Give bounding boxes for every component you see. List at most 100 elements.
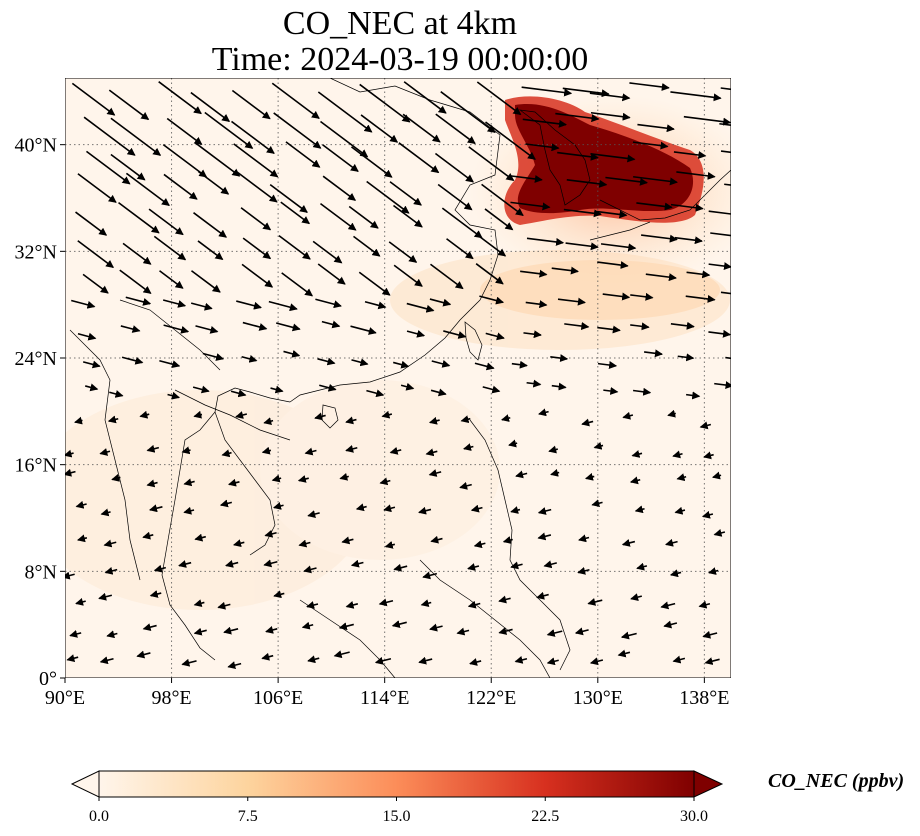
wind-arrow bbox=[83, 116, 136, 156]
wind-arrow bbox=[605, 176, 648, 186]
wind-arrow bbox=[422, 571, 438, 580]
wind-arrow bbox=[241, 263, 274, 288]
wind-arrow bbox=[315, 298, 342, 309]
wind-arrow bbox=[392, 360, 410, 369]
wind-arrow bbox=[366, 389, 385, 398]
wind-arrow bbox=[550, 468, 560, 477]
wind-arrow bbox=[153, 235, 187, 261]
wind-arrow bbox=[236, 300, 262, 310]
wind-arrow bbox=[119, 269, 152, 294]
wind-arrow bbox=[219, 499, 233, 508]
wind-arrow bbox=[636, 202, 673, 211]
wind-arrow bbox=[597, 325, 621, 334]
wind-arrow bbox=[314, 412, 326, 421]
wind-arrow bbox=[521, 86, 573, 97]
wind-arrow bbox=[634, 505, 645, 514]
wind-arrow bbox=[584, 472, 595, 481]
wind-arrow bbox=[271, 474, 282, 483]
y-tick-label: 40°N bbox=[15, 135, 57, 157]
wind-arrow bbox=[77, 534, 88, 543]
wind-arrow bbox=[269, 183, 308, 213]
wind-arrow bbox=[389, 181, 422, 206]
wind-arrow bbox=[110, 117, 162, 156]
wind-arrow bbox=[398, 142, 440, 174]
wind-arrow bbox=[440, 91, 496, 133]
colorbar-tick-label: 0.0 bbox=[89, 808, 109, 825]
wind-arrow bbox=[467, 563, 480, 571]
wind-arrow bbox=[703, 451, 714, 460]
wind-arrow bbox=[617, 649, 631, 658]
wind-arrow bbox=[510, 506, 521, 514]
wind-arrow bbox=[428, 469, 442, 477]
wind-arrow bbox=[194, 142, 241, 177]
wind-arrow bbox=[228, 478, 240, 487]
wind-arrow bbox=[142, 623, 157, 632]
wind-arrow bbox=[273, 112, 322, 149]
wind-arrow bbox=[341, 536, 354, 545]
wind-arrow bbox=[159, 359, 181, 369]
wind-arrow bbox=[304, 447, 317, 456]
wind-arrow bbox=[475, 263, 504, 285]
x-tick-label: 130°E bbox=[573, 687, 623, 709]
wind-arrow bbox=[163, 173, 198, 200]
wind-arrow bbox=[537, 507, 552, 515]
wind-arrow bbox=[71, 299, 96, 309]
wind-arrow bbox=[620, 631, 637, 640]
wind-arrow bbox=[473, 540, 486, 549]
wind-arrow bbox=[484, 208, 514, 231]
wind-arrow bbox=[99, 448, 111, 456]
wind-arrow bbox=[686, 270, 711, 279]
wind-arrow bbox=[603, 387, 619, 395]
wind-arrow bbox=[82, 360, 101, 369]
wind-arrow bbox=[636, 562, 648, 571]
wind-arrow bbox=[121, 356, 144, 365]
wind-arrow bbox=[106, 630, 118, 639]
wind-arrow bbox=[162, 299, 187, 308]
wind-arrow bbox=[319, 383, 337, 392]
wind-arrow bbox=[602, 292, 631, 301]
wind-arrow bbox=[538, 408, 549, 417]
wind-arrow bbox=[429, 623, 443, 632]
wind-arrow bbox=[677, 353, 695, 362]
wind-arrow bbox=[283, 349, 301, 358]
wind-arrow bbox=[637, 123, 675, 133]
wind-arrow bbox=[74, 416, 83, 425]
wind-arrow bbox=[645, 273, 677, 282]
wind-arrow bbox=[285, 141, 321, 168]
wind-arrow bbox=[65, 468, 76, 477]
wind-arrow bbox=[193, 410, 203, 419]
wind-arrow bbox=[720, 150, 731, 154]
wind-arrow bbox=[698, 600, 711, 609]
wind-arrow bbox=[720, 87, 731, 91]
wind-arrow bbox=[673, 151, 707, 159]
wind-arrow bbox=[136, 650, 151, 659]
wind-arrow bbox=[66, 654, 79, 663]
wind-arrow bbox=[268, 300, 298, 312]
wind-arrow bbox=[707, 567, 719, 575]
wind-arrow bbox=[676, 473, 687, 482]
wind-arrow bbox=[437, 183, 473, 211]
wind-arrow bbox=[526, 237, 565, 246]
wind-arrow bbox=[546, 629, 563, 637]
wind-arrow bbox=[190, 91, 231, 122]
wind-arrow bbox=[670, 91, 722, 102]
map-plot-area bbox=[65, 78, 731, 678]
wind-arrow bbox=[191, 270, 221, 293]
wind-arrow bbox=[720, 291, 731, 295]
wind-arrow bbox=[557, 151, 599, 161]
wind-arrow bbox=[686, 391, 701, 400]
wind-arrow bbox=[469, 658, 482, 666]
y-tick-label: 32°N bbox=[15, 241, 57, 263]
wind-arrow bbox=[724, 183, 731, 186]
wind-arrow bbox=[525, 143, 560, 152]
wind-arrow bbox=[84, 383, 99, 392]
wind-arrow bbox=[75, 500, 87, 509]
map-subtitle-time: Time: 2024-03-19 00:00:00 bbox=[211, 41, 589, 78]
wind-arrow bbox=[99, 656, 114, 665]
wind-arrow bbox=[665, 538, 678, 547]
wind-arrow bbox=[242, 237, 272, 260]
wind-arrow bbox=[476, 234, 507, 257]
wind-arrow bbox=[227, 661, 242, 670]
colorbar-extend-min bbox=[70, 770, 100, 798]
wind-arrow bbox=[149, 590, 162, 598]
